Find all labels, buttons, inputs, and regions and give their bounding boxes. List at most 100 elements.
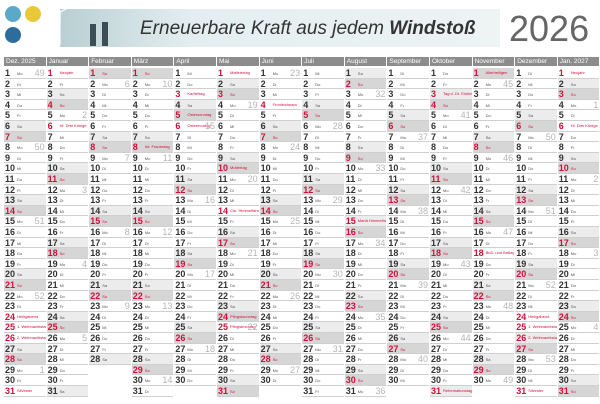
weekday: Sa bbox=[102, 357, 108, 363]
day-cell: 17 Do bbox=[387, 237, 429, 249]
day-number: 15 bbox=[175, 216, 186, 227]
day-cell: 12 Sa bbox=[515, 184, 557, 196]
weekday: Sa bbox=[528, 113, 534, 119]
weekday: So bbox=[357, 155, 363, 161]
day-cell: 2 Fr bbox=[430, 78, 472, 90]
day-number: 27 bbox=[132, 343, 143, 354]
day-cell: 6 Do bbox=[344, 121, 387, 132]
weekday: Di bbox=[357, 177, 362, 182]
weekday: Mo bbox=[17, 219, 23, 225]
day-cell: 13 Fr bbox=[89, 195, 131, 206]
day-cell: 16 Do bbox=[174, 227, 216, 238]
day-number: 24 bbox=[388, 311, 399, 322]
weekday: Fr bbox=[570, 293, 575, 299]
day-cell: 19 Sa bbox=[515, 258, 557, 270]
day-number: 9 bbox=[558, 152, 564, 163]
weekday: So bbox=[272, 357, 278, 363]
day-number: 28 bbox=[47, 354, 58, 365]
day-number: 29 bbox=[558, 364, 569, 375]
day-cell: 15 So bbox=[89, 216, 131, 227]
day-cell: 3 Di bbox=[472, 89, 515, 100]
day-number: 1 bbox=[90, 68, 96, 78]
weekday: Fr bbox=[443, 378, 447, 384]
weekday: Fr bbox=[59, 81, 64, 87]
week-number: 4 bbox=[593, 322, 599, 333]
weekday: Mo bbox=[485, 155, 492, 161]
weekday: Fr bbox=[59, 304, 64, 310]
day-number: 25 bbox=[5, 322, 16, 333]
weekday: Mo bbox=[528, 357, 534, 363]
weekday: Mi bbox=[187, 367, 192, 373]
weekday: Mi bbox=[528, 155, 533, 161]
weekday: Sa bbox=[17, 124, 22, 129]
day-number: 4 bbox=[345, 99, 351, 110]
holiday-name: Heiligabend bbox=[528, 313, 550, 319]
day-number: 8 bbox=[218, 142, 224, 153]
weekday: Di bbox=[272, 81, 277, 87]
day-number: 20 bbox=[558, 269, 569, 280]
day-cell: 3 Mo 32 bbox=[344, 89, 387, 100]
day-cell: 3 Fr bbox=[302, 89, 344, 100]
day-number: 18 bbox=[345, 248, 356, 259]
day-cell: 16 Mi bbox=[387, 227, 429, 238]
day-number: 28 bbox=[388, 354, 399, 365]
weekday: Mo bbox=[144, 81, 151, 87]
day-cell: 10 Fr bbox=[302, 163, 344, 174]
day-cell: 21 Fr bbox=[344, 280, 387, 291]
day-number: 12 bbox=[90, 184, 101, 195]
weekday: So bbox=[17, 208, 22, 214]
day-cell: 21 So bbox=[4, 280, 46, 291]
day-number: 20 bbox=[516, 269, 527, 280]
day-number: 11 bbox=[132, 174, 143, 184]
weekday: Mo bbox=[17, 145, 23, 151]
weekday: Di bbox=[144, 240, 149, 246]
week-number: 19 bbox=[247, 99, 258, 110]
day-cell: 3 So bbox=[217, 89, 259, 100]
day-number: 24 bbox=[303, 311, 314, 322]
day-cell: 15 Fr bbox=[557, 216, 600, 227]
day-cell: 11 Fr bbox=[515, 174, 557, 185]
weekday: Di bbox=[528, 367, 532, 373]
day-cell: 19 Mo 4 bbox=[46, 258, 89, 270]
day-number: 10 bbox=[47, 163, 58, 174]
day-number: 7 bbox=[388, 131, 394, 142]
weekday: Di bbox=[570, 187, 575, 193]
weekday: So bbox=[528, 346, 534, 352]
day-number: 21 bbox=[260, 280, 271, 290]
day-number: 6 bbox=[47, 121, 53, 131]
day-number: 17 bbox=[431, 237, 442, 248]
weekday: Fr bbox=[485, 198, 490, 204]
weekday: Di bbox=[17, 378, 21, 384]
day-number: 12 bbox=[47, 184, 58, 195]
weekday: Sa bbox=[272, 346, 278, 352]
day-cell: 13 Di bbox=[430, 195, 472, 206]
weekday: Di bbox=[272, 304, 277, 310]
day-cell: 4 Fr bbox=[387, 99, 429, 111]
weekday: Sa bbox=[570, 81, 576, 87]
day-number: 5 bbox=[132, 110, 138, 121]
day-number: 25 bbox=[558, 322, 569, 333]
weekday: Di bbox=[485, 314, 490, 320]
weekday: Sa bbox=[17, 198, 22, 204]
day-number: 12 bbox=[558, 184, 569, 195]
day-number: 1 bbox=[516, 68, 522, 78]
day-cell: 5 Sa bbox=[515, 110, 557, 121]
day-cell: 24 So bbox=[557, 311, 600, 323]
year: 2026 bbox=[509, 8, 590, 49]
weekday: Sa bbox=[315, 251, 321, 257]
day-cell: 19 Do bbox=[472, 258, 515, 270]
day-number: 1 bbox=[473, 68, 479, 78]
week-number: 31 bbox=[332, 343, 343, 354]
day-number: 24 bbox=[5, 311, 16, 322]
day-cell: 6 Fr bbox=[131, 121, 174, 132]
day-cell: 14 Sa bbox=[89, 205, 131, 217]
day-cell: 12 Di bbox=[557, 184, 600, 196]
day-number: 20 bbox=[260, 269, 271, 280]
day-cell: 20 Di bbox=[46, 269, 89, 280]
weekday: Di bbox=[357, 325, 362, 331]
week-number: 44 bbox=[460, 333, 471, 343]
weekday: Di bbox=[485, 92, 490, 98]
weekday: Mi bbox=[528, 230, 533, 235]
weekday: Mo bbox=[187, 272, 193, 278]
weekday: Sa bbox=[400, 113, 406, 119]
